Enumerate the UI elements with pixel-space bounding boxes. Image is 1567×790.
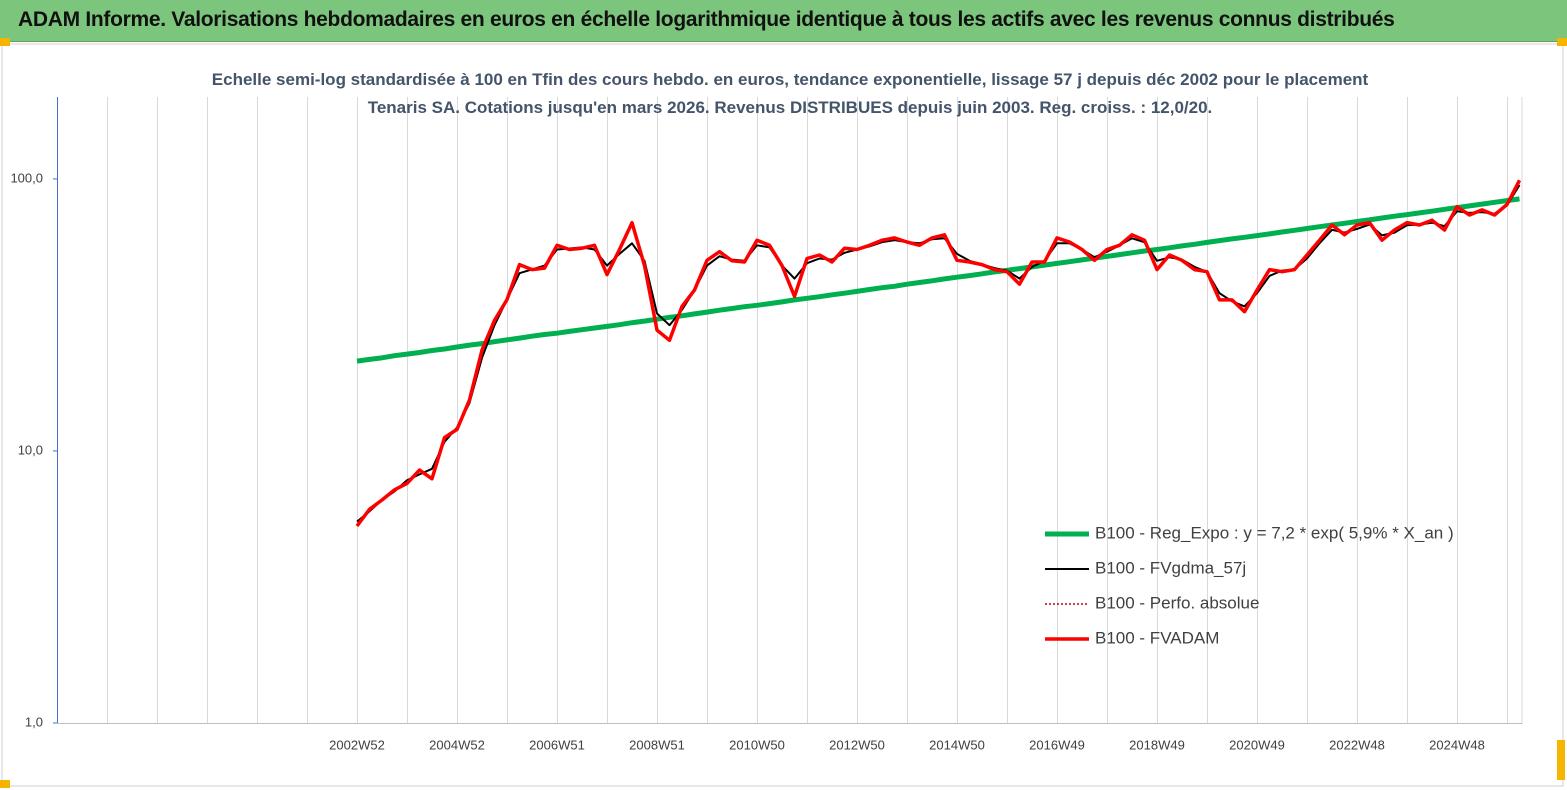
chart-frame [1, 43, 1564, 787]
x-tick-label: 2004W52 [429, 737, 485, 752]
x-tick-label: 2020W49 [1229, 737, 1285, 752]
x-tick-label: 2006W51 [529, 737, 585, 752]
x-tick-label: 2008W51 [629, 737, 685, 752]
x-tick-label: 2022W48 [1329, 737, 1385, 752]
legend-label: B100 - Reg_Expo : y = 7,2 * exp( 5,9% * … [1095, 523, 1454, 542]
x-tick-label: 2018W49 [1129, 737, 1185, 752]
corner-mark [0, 780, 10, 788]
page-title: ADAM Informe. Valorisations hebdomadaire… [18, 8, 1395, 31]
x-tick-label: 2024W48 [1429, 737, 1485, 752]
x-tick-label: 2016W49 [1029, 737, 1085, 752]
banner: ADAM Informe. Valorisations hebdomadaire… [0, 0, 1567, 42]
y-tick-label: 100,0 [10, 170, 43, 185]
x-tick-label: 2014W50 [929, 737, 985, 752]
chart-subtitle: Echelle semi-log standardisée à 100 en T… [211, 70, 1369, 117]
legend-label: B100 - Perfo. absolue [1095, 593, 1259, 612]
legend-label: B100 - FVADAM [1095, 628, 1219, 647]
legend-label: B100 - FVgdma_57j [1095, 558, 1246, 577]
y-tick-label: 1,0 [25, 714, 43, 729]
corner-mark [1557, 38, 1567, 46]
series-line [356, 196, 1520, 364]
corner-mark [0, 38, 10, 46]
x-tick-label: 2002W52 [329, 737, 385, 752]
corner-mark [1557, 740, 1565, 780]
x-tick-label: 2012W50 [829, 737, 885, 752]
x-tick-label: 2010W50 [729, 737, 785, 752]
series-line [355, 179, 1522, 528]
y-tick-label: 10,0 [18, 442, 43, 457]
